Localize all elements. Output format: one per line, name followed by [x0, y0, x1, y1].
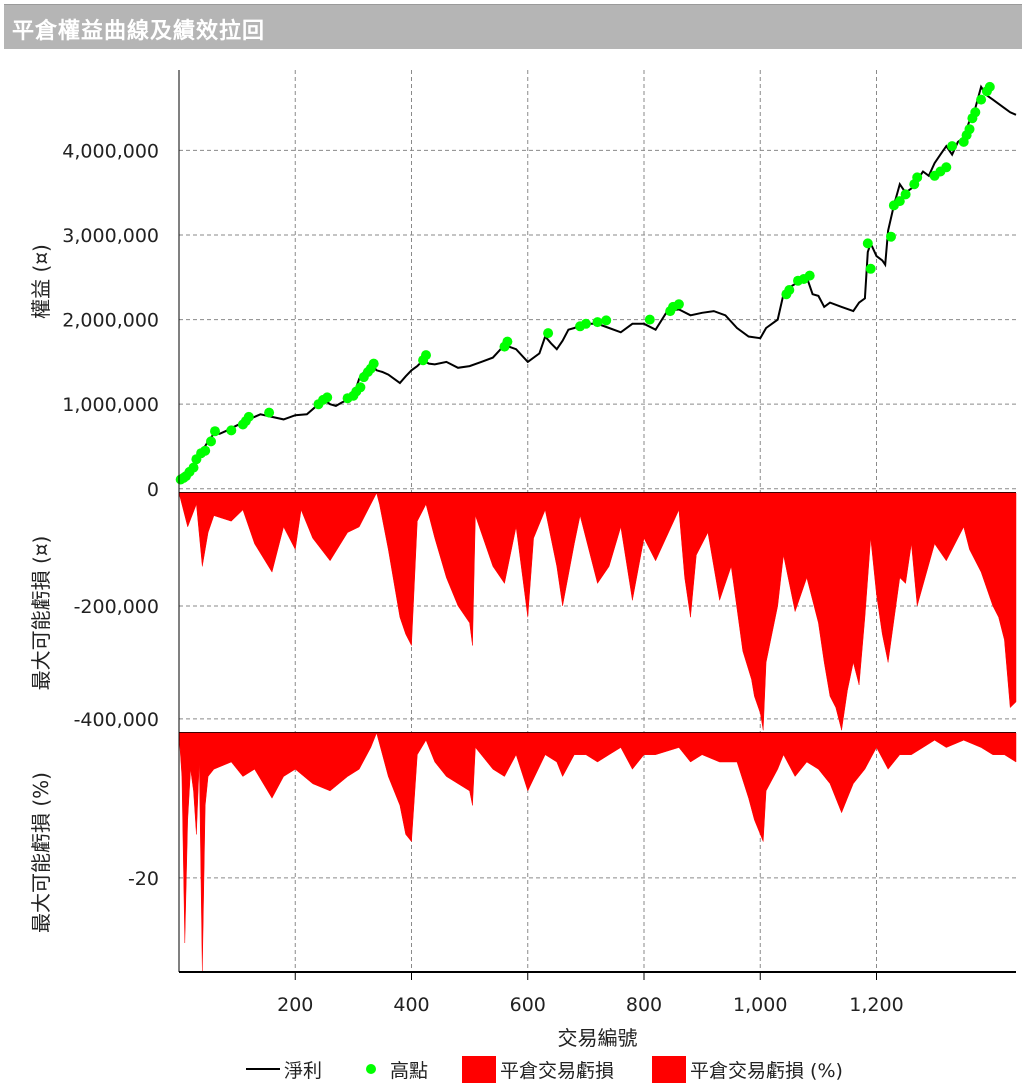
- peak-point: [206, 436, 216, 447]
- peak-point: [226, 425, 237, 436]
- peak-point: [355, 382, 366, 393]
- y-tick-label: 2,000,000: [62, 310, 159, 332]
- peak-point: [941, 162, 952, 173]
- legend-label-net-profit: 淨利: [284, 1059, 323, 1082]
- peak-point: [912, 172, 923, 183]
- red-box-swatch: [652, 1055, 686, 1083]
- x-tick-label: 800: [626, 994, 662, 1016]
- peak-point: [886, 231, 896, 242]
- x-tick-label: 400: [393, 994, 429, 1016]
- y-tick-label: -400,000: [74, 709, 159, 731]
- peak-point: [976, 94, 987, 105]
- y-tick-label: 3,000,000: [62, 225, 159, 247]
- y-tick-label: -20: [128, 868, 159, 890]
- x-axis-label: 交易編號: [558, 1026, 638, 1050]
- peak-point: [368, 358, 379, 369]
- legend-item-net-profit: 淨利: [246, 1054, 322, 1084]
- y-axis-label: 權益 (¤): [29, 244, 53, 319]
- peak-point: [592, 317, 603, 328]
- red-box-swatch: [462, 1055, 496, 1083]
- legend-label-drawdown-pct: 平倉交易虧損 (%): [690, 1059, 843, 1082]
- peak-point: [804, 270, 815, 281]
- chart-title-bar: 平倉權益曲線及績效拉回: [4, 4, 1022, 49]
- dot-swatch: [366, 1064, 376, 1074]
- legend: 淨利 高點 平倉交易虧損 平倉交易虧損 (%): [0, 1054, 1022, 1084]
- peak-point: [900, 189, 911, 200]
- peak-point: [421, 350, 431, 361]
- equity-drawdown-chart: 0 1,000,000 2,000,000 3,000,000 4,000,000 權益 …: [29, 70, 1017, 1050]
- peak-point: [984, 81, 995, 92]
- y-axis-label: 最大可能虧損 (%): [29, 772, 53, 933]
- peak-point: [543, 328, 554, 339]
- peak-point: [862, 238, 873, 249]
- peak-point: [644, 314, 655, 325]
- x-tick-label: 600: [510, 994, 546, 1016]
- net-profit-line: [178, 84, 1017, 482]
- peak-point: [188, 462, 199, 473]
- peak-point: [210, 426, 220, 437]
- y-tick-label: 0: [147, 479, 159, 501]
- legend-label-peaks: 高點: [390, 1059, 429, 1082]
- peak-point: [322, 392, 333, 403]
- peak-point: [673, 299, 684, 310]
- line-swatch: [246, 1068, 280, 1070]
- peak-point: [264, 407, 275, 418]
- legend-label-drawdown: 平倉交易虧損: [500, 1059, 615, 1082]
- peak-point: [601, 315, 612, 326]
- peak-point: [947, 141, 958, 152]
- peak-point: [964, 124, 975, 135]
- x-tick-label: 1,000: [733, 994, 787, 1016]
- y-axis-label: 最大可能虧損 (¤): [29, 536, 53, 691]
- drawdown-area: [178, 732, 1017, 973]
- peak-point: [894, 196, 905, 207]
- legend-item-drawdown-pct: 平倉交易虧損 (%): [652, 1054, 843, 1084]
- y-tick-label: -200,000: [74, 596, 159, 618]
- peak-point: [865, 263, 876, 274]
- peak-point: [970, 107, 981, 118]
- legend-item-drawdown: 平倉交易虧損: [462, 1054, 614, 1084]
- drawdown-area: [178, 492, 1017, 731]
- peak-point: [580, 318, 591, 329]
- y-tick-label: 4,000,000: [62, 140, 159, 162]
- peak-point: [243, 411, 254, 422]
- x-tick-label: 1,200: [849, 994, 903, 1016]
- peak-point: [502, 336, 513, 347]
- legend-item-peaks: 高點: [366, 1054, 428, 1084]
- chart-title: 平倉權益曲線及績效拉回: [12, 19, 266, 44]
- peak-point: [200, 445, 211, 456]
- peak-point: [784, 285, 795, 295]
- y-tick-label: 1,000,000: [62, 394, 159, 416]
- x-tick-label: 200: [277, 994, 313, 1016]
